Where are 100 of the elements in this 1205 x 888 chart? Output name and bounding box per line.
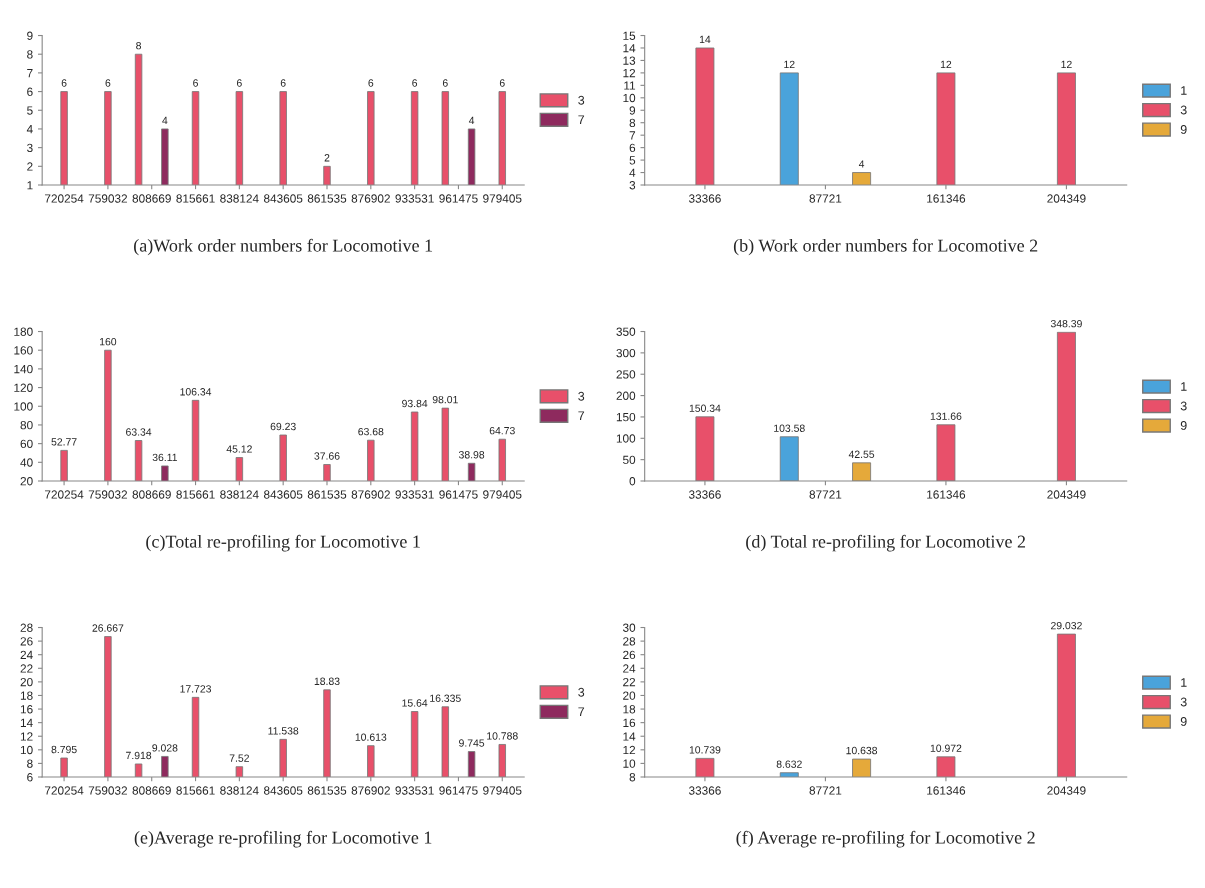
y-tick-label: 140 xyxy=(14,364,33,374)
text: (e)Average re-profiling for Locomotive 1 xyxy=(134,830,432,848)
y-tick-label: 6 xyxy=(27,773,33,782)
y-tick-label: 26 xyxy=(623,650,636,660)
x-tick-label: 204349 xyxy=(1047,490,1086,499)
y-tick-label: 40 xyxy=(20,458,33,467)
data-label: 6 xyxy=(412,79,418,87)
bar xyxy=(779,436,799,481)
y-tick-label: 18 xyxy=(20,691,33,700)
y-tick-label: 7 xyxy=(27,69,33,78)
y-tick-label: 100 xyxy=(14,402,33,411)
data-label: 10.788 xyxy=(487,732,518,740)
x-tick-label: 961475 xyxy=(439,786,478,795)
y-tick-label: 7 xyxy=(629,131,636,140)
y-tick-label: 12 xyxy=(623,745,636,755)
data-label: 103.58 xyxy=(774,424,805,432)
data-label: 150.34 xyxy=(689,404,721,412)
y-tick-label: 4 xyxy=(26,125,33,134)
data-label: 18.83 xyxy=(314,677,340,685)
x-tick-label: 876902 xyxy=(351,786,390,795)
y-tick-label: 8 xyxy=(629,773,636,782)
y-tick-label: 8 xyxy=(27,50,33,59)
y-tick-label: 0 xyxy=(629,477,636,486)
legend-label: 7 xyxy=(578,707,585,717)
data-label: 98.01 xyxy=(432,395,458,404)
y-tick-label: 10 xyxy=(623,759,636,768)
x-tick-label: 33366 xyxy=(688,786,721,795)
bar xyxy=(1056,331,1076,481)
data-label: 38.98 xyxy=(458,451,485,459)
data-label: 6 xyxy=(236,79,242,87)
data-label: 29.032 xyxy=(1051,621,1082,630)
y-tick-label: 14 xyxy=(623,44,636,53)
legend-label: 7 xyxy=(578,115,585,125)
data-label: 11.538 xyxy=(268,727,299,735)
x-tick-label: 720254 xyxy=(44,786,84,795)
data-label: 160 xyxy=(100,337,117,346)
legend-label: 1 xyxy=(1181,382,1187,391)
bar xyxy=(852,462,872,481)
y-tick-label: 8 xyxy=(27,759,33,768)
y-tick-label: 10 xyxy=(623,93,636,103)
data-label: 6 xyxy=(368,79,374,87)
y-tick-label: 200 xyxy=(616,391,636,400)
text: (b) Work order numbers for Locomotive 2 xyxy=(733,238,1038,256)
data-label: 6 xyxy=(193,79,198,87)
data-label: 63.34 xyxy=(126,428,152,436)
y-tick-label: 15 xyxy=(623,31,636,40)
data-label: 36.11 xyxy=(152,453,178,462)
x-tick-label: 204349 xyxy=(1047,194,1086,203)
data-label: 16.335 xyxy=(430,694,461,702)
data-label: 7.52 xyxy=(229,754,249,762)
y-tick-label: 26 xyxy=(20,637,33,646)
y-tick-label: 1 xyxy=(27,181,33,190)
x-tick-label: 961475 xyxy=(439,490,478,499)
x-tick-label: 720254 xyxy=(44,490,84,499)
y-tick-label: 180 xyxy=(14,327,33,336)
y-tick-label: 11 xyxy=(624,81,636,90)
data-label: 8.795 xyxy=(51,745,77,754)
y-tick-label: 20 xyxy=(623,691,636,700)
y-tick-label: 100 xyxy=(616,434,636,443)
text: (d) Total re-profiling for Locomotive 2 xyxy=(746,534,1026,552)
x-tick-label: 979405 xyxy=(483,490,522,499)
y-tick-label: 9 xyxy=(629,106,636,115)
legend-label: 3 xyxy=(578,95,585,105)
bar xyxy=(936,424,956,481)
x-tick-label: 87721 xyxy=(809,786,842,795)
legend-label: 1 xyxy=(1181,86,1187,95)
data-label: 106.34 xyxy=(180,388,212,396)
legend-label: 3 xyxy=(578,391,585,401)
data-label: 69.23 xyxy=(270,422,296,431)
data-label: 6 xyxy=(61,79,67,87)
data-label: 10.972 xyxy=(930,744,962,752)
y-tick-label: 16 xyxy=(20,705,33,714)
x-tick-label: 87721 xyxy=(809,490,842,499)
x-tick-label: 843605 xyxy=(263,786,303,795)
x-tick-label: 979405 xyxy=(483,194,522,203)
x-tick-label: 838124 xyxy=(220,194,259,203)
x-tick-label: 204349 xyxy=(1047,786,1086,795)
x-tick-label: 161346 xyxy=(927,490,966,499)
data-label: 12 xyxy=(940,60,952,68)
y-tick-label: 120 xyxy=(14,383,33,392)
y-tick-label: 6 xyxy=(629,143,636,153)
x-tick-label: 815661 xyxy=(176,194,215,203)
data-label: 37.66 xyxy=(314,452,340,460)
data-label: 17.723 xyxy=(180,685,212,693)
data-label: 4 xyxy=(858,160,865,168)
x-tick-label: 979405 xyxy=(483,786,522,795)
y-tick-label: 80 xyxy=(20,420,33,430)
data-label: 8.632 xyxy=(776,760,802,768)
data-label: 9.745 xyxy=(459,739,485,747)
x-tick-label: 759032 xyxy=(88,194,128,203)
y-tick-label: 8 xyxy=(629,118,636,128)
data-label: 6 xyxy=(280,79,286,87)
data-label: 52.77 xyxy=(51,438,77,446)
text: (c)Total re-profiling for Locomotive 1 xyxy=(146,534,420,552)
x-tick-label: 33366 xyxy=(688,194,721,203)
data-label: 10.739 xyxy=(689,746,721,754)
y-tick-label: 4 xyxy=(629,168,636,177)
y-tick-label: 20 xyxy=(20,677,33,687)
data-label: 6 xyxy=(105,79,111,87)
x-tick-label: 759032 xyxy=(88,490,128,499)
